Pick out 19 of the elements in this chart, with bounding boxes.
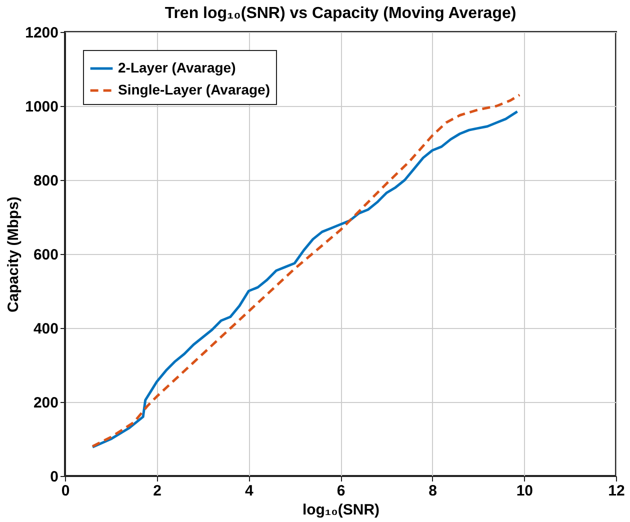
y-tick-label: 400 <box>33 320 58 338</box>
x-axis-title: log₁₀(SNR) <box>302 502 380 518</box>
x-tick-label: 10 <box>516 482 534 500</box>
chart-title: Tren log₁₀(SNR) vs Capacity (Moving Average) <box>164 5 516 22</box>
x-tick-label: 12 <box>608 482 625 500</box>
y-tick-label: 200 <box>33 394 58 412</box>
x-tick-label: 4 <box>244 482 254 500</box>
x-tick-label: 6 <box>336 482 346 500</box>
x-tick-label: 8 <box>428 482 438 500</box>
y-tick-label: 1200 <box>25 24 58 42</box>
y-tick-label: 800 <box>33 172 58 190</box>
y-tick-label: 600 <box>33 246 58 264</box>
y-tick-label: 0 <box>50 468 58 486</box>
legend-label: 2-Layer (Avarage) <box>118 60 236 76</box>
legend-label: Single-Layer (Avarage) <box>118 82 270 98</box>
x-tick-label: 2 <box>153 482 162 500</box>
y-tick-label: 1000 <box>25 98 58 116</box>
x-tick-label: 0 <box>61 482 70 500</box>
y-axis-title: Capacity (Mbps) <box>5 196 22 312</box>
